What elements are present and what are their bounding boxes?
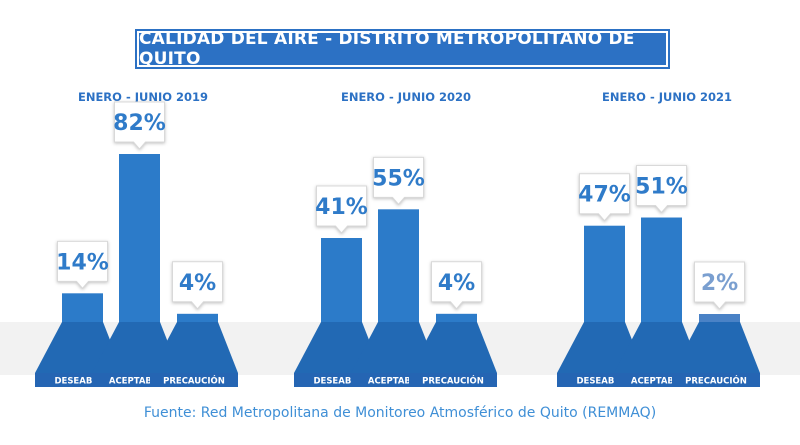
source-note: Fuente: Red Metropolitana de Monitoreo A… [143,405,657,421]
bar [641,217,682,322]
bar [699,314,740,322]
value-callout [172,261,223,310]
value-label: 82% [113,111,166,136]
category-label-bg [409,373,497,387]
value-callout [57,240,108,290]
category-label: DESEABLE [576,377,625,387]
category-label: PRECAUCIÓN [163,375,225,387]
value-callout [431,261,482,310]
value-label: 4% [438,271,475,296]
bar [177,313,218,322]
bar-foot [150,322,238,373]
bar [584,225,625,322]
value-label: 47% [578,183,631,208]
bar-foot [409,322,497,373]
category-label: ACEPTABLE [631,377,685,387]
bar [119,154,160,322]
value-label: 2% [701,271,738,296]
category-label-bg [672,373,760,387]
page-title: CALIDAD DEL AIRE - DISTRITO METROPOLITAN… [139,29,635,69]
category-label: DESEABLE [313,377,362,387]
value-callout [694,261,745,310]
value-callout [316,185,367,234]
bar [62,293,103,322]
bar [378,209,419,322]
category-label: ACEPTABLE [109,377,163,387]
period-title: ENERO - JUNIO 2020 [341,90,471,104]
value-callout [579,173,630,222]
category-label-bg [150,373,238,387]
category-label: ACEPTABLE [368,377,422,387]
bar [436,313,477,322]
category-label: PRECAUCIÓN [422,375,484,387]
period-title: ENERO - JUNIO 2021 [602,90,732,104]
title-banner: CALIDAD DEL AIRE - DISTRITO METROPOLITAN… [137,29,668,69]
value-label: 41% [315,195,368,220]
value-label: 55% [372,166,425,191]
period-title: ENERO - JUNIO 2019 [78,90,208,104]
value-label: 51% [635,175,688,200]
value-callout [636,165,687,214]
category-label: DESEABLE [54,377,103,387]
category-label: PRECAUCIÓN [685,375,747,387]
value-callout [114,101,165,150]
value-label: 14% [56,250,109,275]
value-callout [373,156,424,206]
value-label: 4% [179,271,216,296]
bar [321,238,362,322]
bar-foot [672,322,760,373]
